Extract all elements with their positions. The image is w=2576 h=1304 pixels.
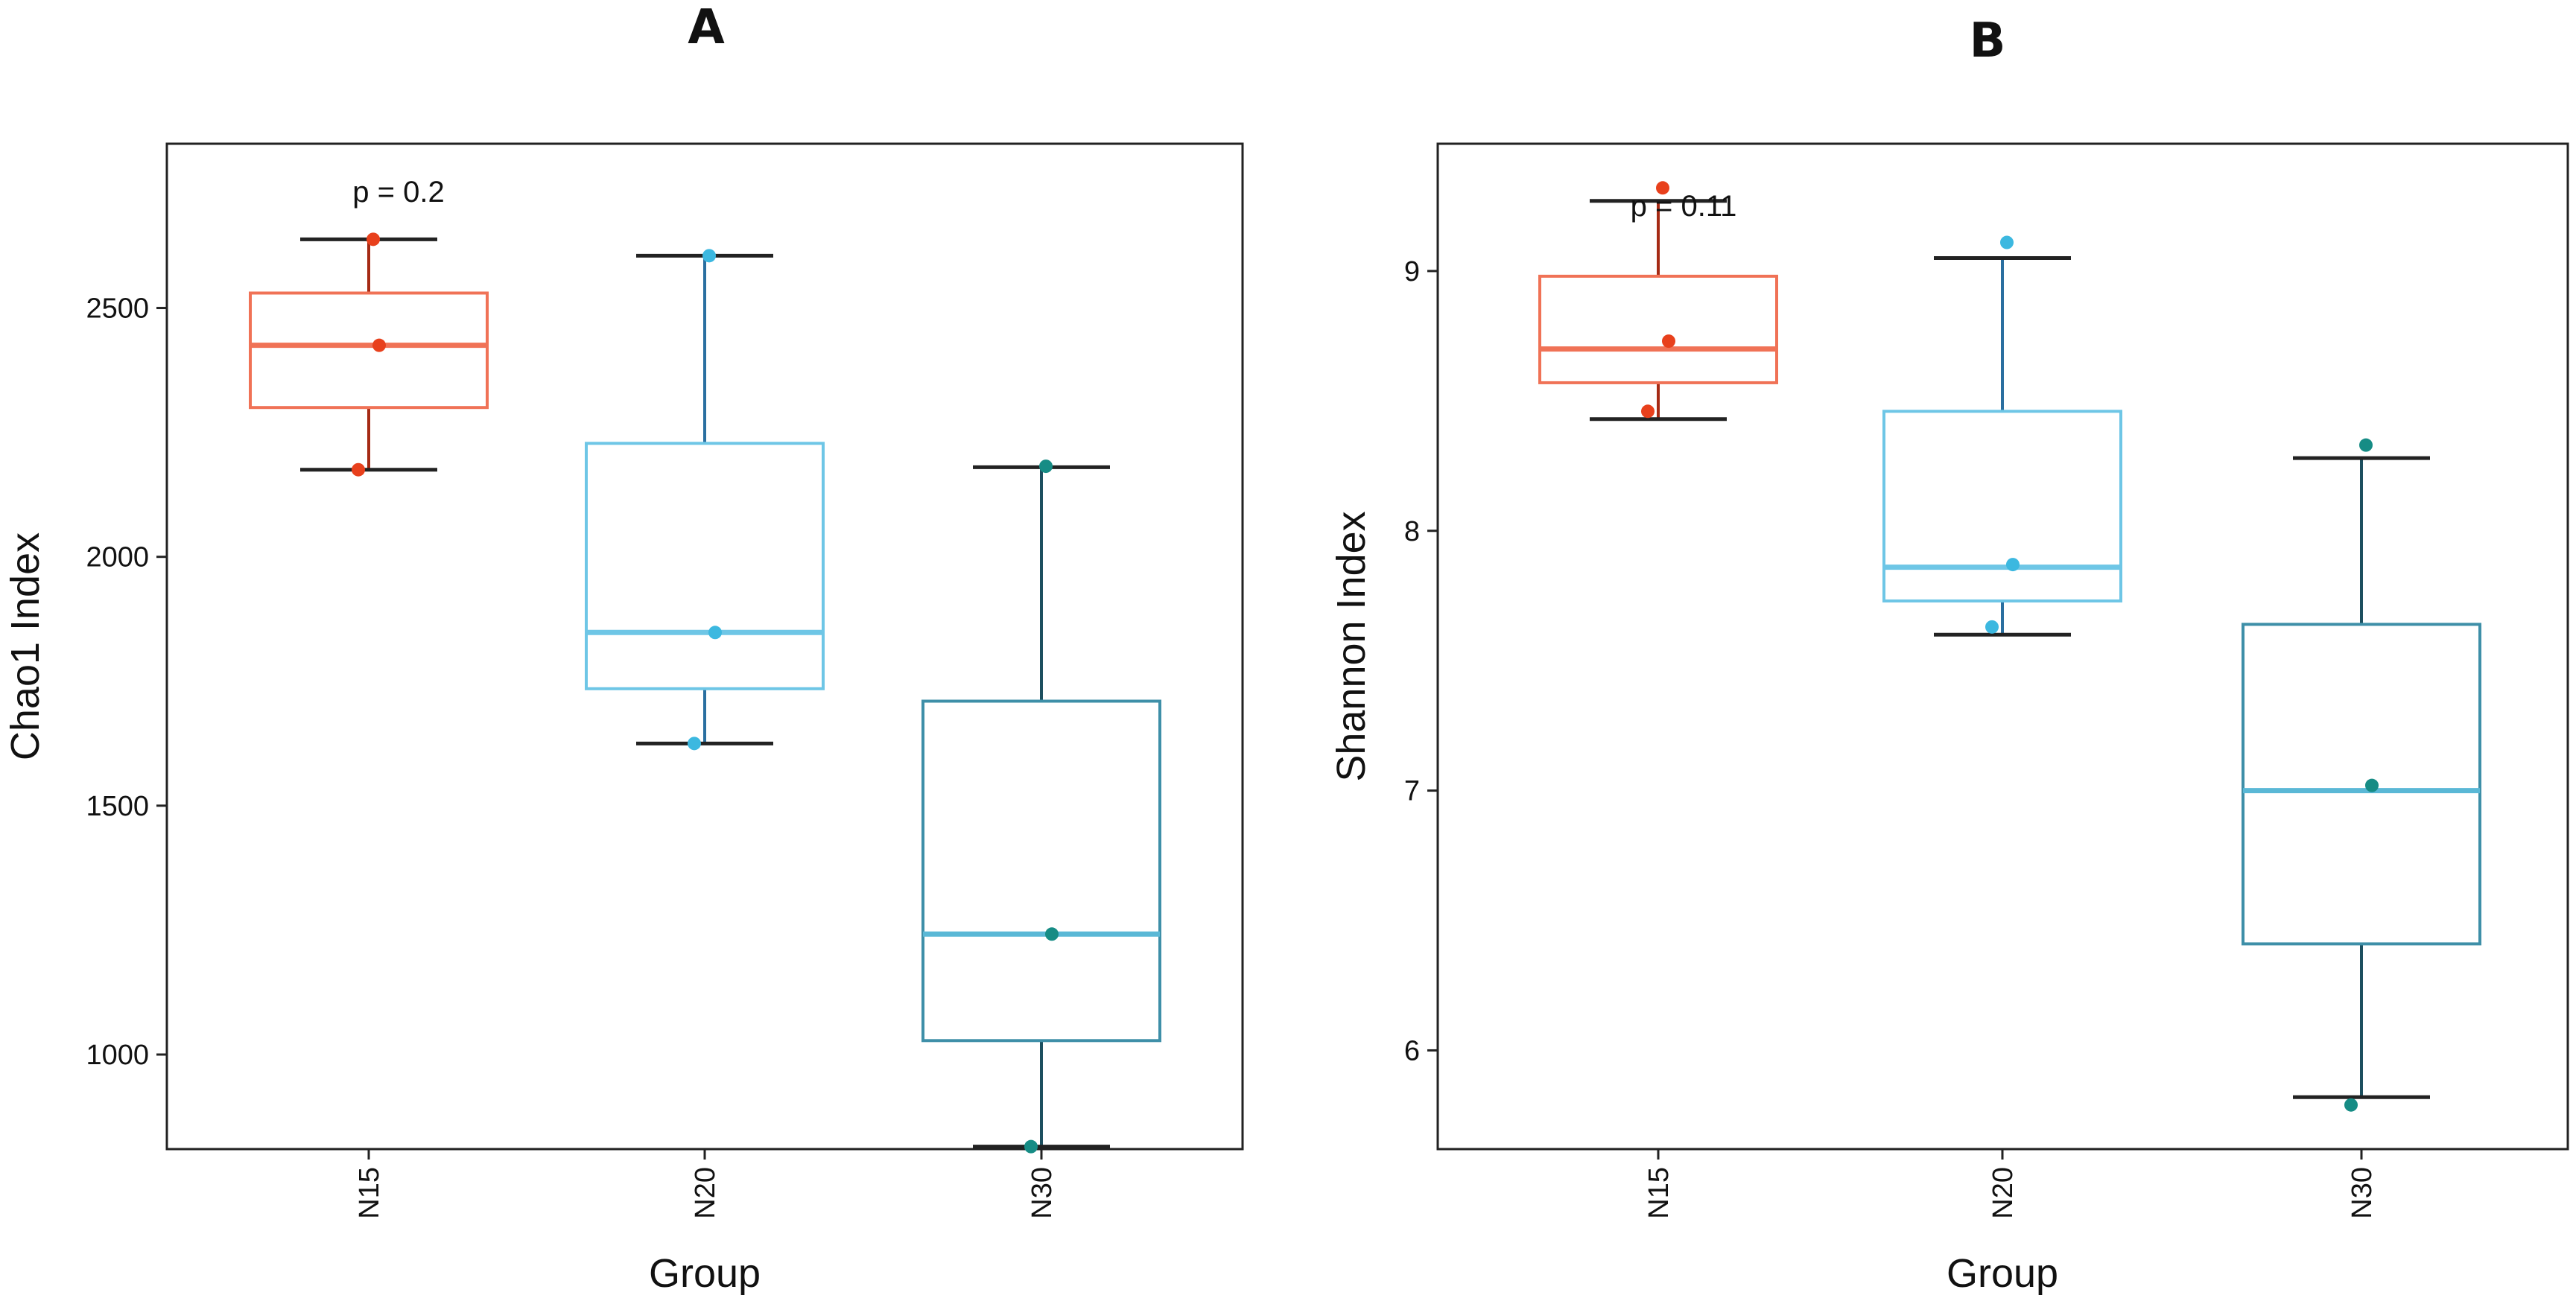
panel-b-n15-box [1538, 274, 1778, 384]
panel-b-y-tick-label: 7 [1404, 776, 1420, 807]
panel-a-x-axis-title: Group [649, 1251, 761, 1296]
panel-a-x-tick-label: N20 [690, 1167, 721, 1219]
panel-a-y-tick-label: 1000 [86, 1040, 149, 1071]
panel-a-n20-box [585, 442, 825, 690]
panel-b-y-tick-label: 9 [1404, 256, 1420, 287]
panel-a-n15-point [352, 462, 365, 477]
panel-a-marks: 1000 1500 2000 2500 N15 N20 N30 [86, 232, 1161, 1219]
panel-b-x-axis-title: Group [1947, 1251, 2058, 1296]
panel-a-pvalue: p = 0.2 [352, 176, 444, 209]
panel-b-n30-point [2344, 1098, 2358, 1112]
panel-b-y-tick-label: 6 [1404, 1035, 1420, 1066]
panel-b-n30-point [2365, 778, 2379, 792]
panel-a-y-tick-label: 2500 [86, 293, 149, 325]
panel-a-letter: A [688, 0, 725, 55]
panel-a-n20-point [702, 249, 716, 263]
panel-b-marks: 6 7 8 9 N15 N20 N30 [1404, 181, 2481, 1219]
panel-b-pvalue: p = 0.11 [1631, 190, 1737, 223]
panel-a-y-tick-label: 2000 [86, 542, 149, 573]
panel-b-n20-point [1985, 620, 1999, 634]
panel-b-n15-point [1641, 404, 1655, 419]
panel-b-y-axis-title: Shannon Index [1329, 511, 1374, 781]
panel-a-n20-point [688, 737, 701, 751]
panel-b-x-tick-label: N30 [2347, 1167, 2378, 1219]
panel-a-n30-box [921, 699, 1161, 1043]
panel-a-y-tick-label: 1500 [86, 791, 149, 822]
panel-b-y-tick-label: 8 [1404, 516, 1420, 547]
panel-b-letter: B [1970, 13, 2006, 69]
panel-b-n15-point [1656, 181, 1669, 195]
panel-a-y-axis-title: Chao1 Index [3, 532, 48, 760]
panel-a-x-tick-label: N15 [354, 1167, 385, 1219]
panel-b-n20-point [2006, 558, 2020, 572]
panel-a: A 1000 1500 2000 2500 N15 N20 N30 p = 0.2 Grou… [3, 0, 1244, 1296]
panel-a-n20-point [708, 626, 722, 640]
panel-a-n15-point [372, 338, 386, 352]
panel-b-n15-point [1662, 334, 1675, 349]
panel-b-n30-box [2242, 623, 2481, 946]
panel-a-n15-box [249, 291, 489, 410]
panel-b-n20-point [2000, 235, 2014, 249]
panel-a-x-tick-label: N30 [1027, 1167, 1058, 1219]
panel-b-n20-box [1882, 410, 2122, 602]
panel-b: B 6 7 8 9 N15 N20 N30 p = 0.11 Group Shannon I… [1329, 13, 2569, 1296]
panel-b-x-tick-label: N20 [1987, 1167, 2019, 1219]
panel-b-x-tick-label: N15 [1643, 1167, 1675, 1219]
panel-a-n30-point [1045, 927, 1059, 941]
panel-b-n30-point [2359, 438, 2373, 452]
panel-a-n30-point [1024, 1139, 1038, 1154]
panel-a-n15-point [367, 232, 380, 247]
panel-a-n30-point [1039, 459, 1053, 474]
